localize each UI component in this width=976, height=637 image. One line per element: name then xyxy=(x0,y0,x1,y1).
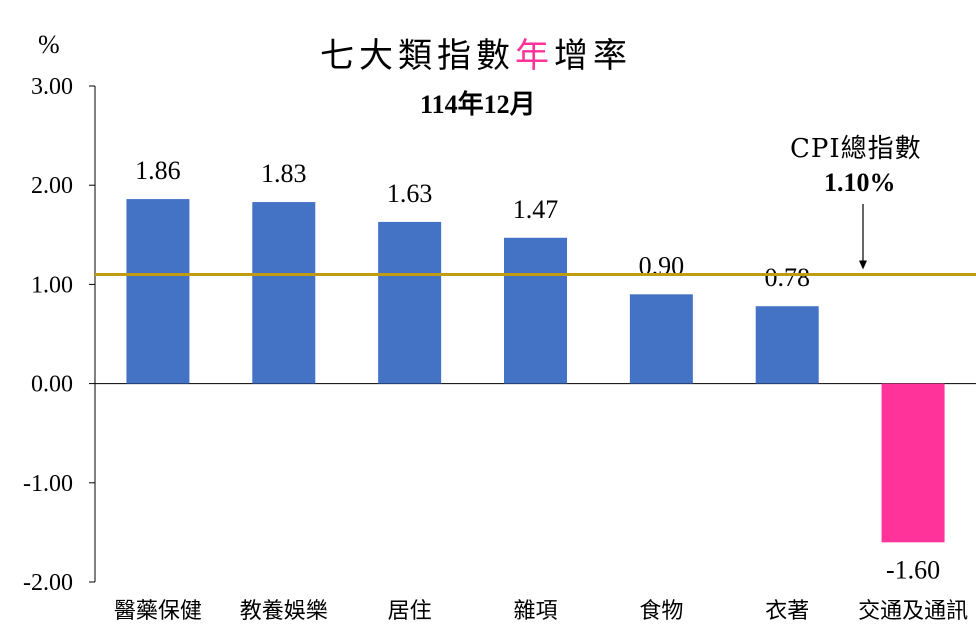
y-tick-label: -1.00 xyxy=(23,471,73,497)
title-part-2: 年 xyxy=(515,36,554,76)
bar-value-label: 1.63 xyxy=(387,179,433,208)
y-axis-unit: % xyxy=(38,30,60,59)
cpi-arrow-head xyxy=(859,260,867,270)
bar xyxy=(755,306,819,384)
title-part-1: 七大類指數 xyxy=(320,36,515,76)
x-category-label: 衣著 xyxy=(765,599,809,624)
y-tick-label: 3.00 xyxy=(31,74,73,100)
bar xyxy=(504,237,567,384)
chart-subtitle: 114年12月 xyxy=(420,90,536,119)
bar-value-label: 1.83 xyxy=(261,159,307,188)
y-tick-label: -2.00 xyxy=(23,570,73,596)
x-category-label: 教養娛樂 xyxy=(240,599,328,624)
y-tick-label: 1.00 xyxy=(31,272,73,298)
bar-value-label: 1.86 xyxy=(135,156,181,185)
bar xyxy=(126,199,190,384)
x-category-label: 居住 xyxy=(388,599,432,624)
y-tick-label: 0.00 xyxy=(31,372,73,398)
title-part-3: 增率 xyxy=(554,36,632,76)
bar xyxy=(881,383,945,543)
cpi-reference-label: CPI總指數 xyxy=(790,134,922,164)
bar xyxy=(629,294,693,384)
bar-value-label: 0.78 xyxy=(764,263,810,292)
x-category-label: 雜項 xyxy=(513,599,557,624)
bar xyxy=(378,221,442,384)
bar xyxy=(252,202,316,384)
x-category-label: 醫藥保健 xyxy=(114,599,202,624)
x-category-label: 食物 xyxy=(639,599,683,624)
bar-value-label: 1.47 xyxy=(513,195,559,224)
y-tick-label: 2.00 xyxy=(31,173,73,199)
bar-value-label: -1.60 xyxy=(886,555,940,584)
cpi-reference-value: 1.10% xyxy=(824,168,896,197)
x-category-label: 交通及通訊 xyxy=(858,599,968,624)
